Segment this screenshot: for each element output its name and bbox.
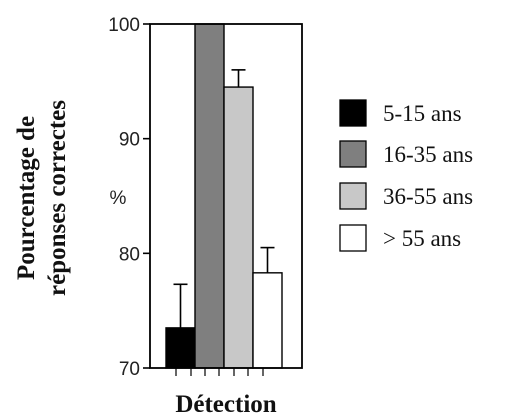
y-tick-label-100: 100 bbox=[108, 15, 140, 36]
bar-36-55-ans bbox=[223, 86, 254, 369]
y-tick-label-70: 70 bbox=[119, 359, 140, 380]
x-axis-title: Détection bbox=[175, 391, 276, 418]
y-tick-label-80: 80 bbox=[119, 244, 140, 265]
bar-5-15-ans bbox=[165, 327, 196, 369]
y-axis-title-line2: réponses correctes bbox=[44, 100, 71, 296]
y-unit-label: % bbox=[110, 188, 127, 209]
plot-frame bbox=[149, 23, 303, 369]
legend-label-5-15-ans: 5-15 ans bbox=[383, 101, 462, 126]
plot-area: 70 80 90 100 bbox=[108, 15, 303, 380]
legend-swatch-5-15-ans bbox=[339, 99, 367, 127]
bar-55-ans bbox=[252, 272, 283, 369]
legend-label-55-ans: > 55 ans bbox=[383, 226, 461, 251]
legend-label-36-55-ans: 36-55 ans bbox=[383, 184, 473, 209]
y-tick-label-90: 90 bbox=[119, 130, 140, 151]
legend-swatch-36-55-ans bbox=[339, 182, 367, 210]
legend-swatch-55-ans bbox=[339, 224, 367, 252]
y-axis-title-line1: Pourcentage de bbox=[13, 116, 40, 280]
legend-label-16-35-ans: 16-35 ans bbox=[383, 142, 473, 167]
legend: 5-15 ans 16-35 ans 36-55 ans > 55 ans bbox=[339, 99, 473, 252]
bar-16-35-ans bbox=[194, 23, 225, 369]
legend-swatch-16-35-ans bbox=[339, 140, 367, 168]
y-axis-title: Pourcentage de réponses correctes bbox=[13, 100, 71, 296]
